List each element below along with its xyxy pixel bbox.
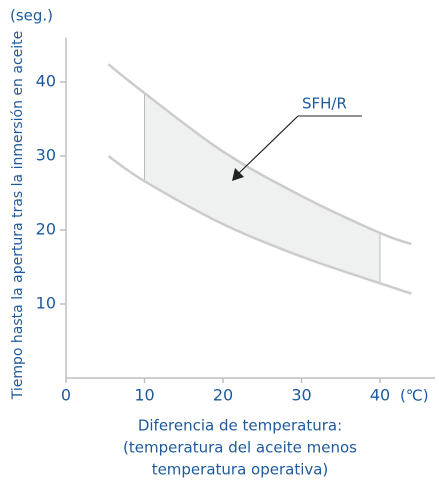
x-tick-label: 20 (213, 386, 233, 405)
y-tick-label: 30 (36, 146, 56, 165)
x-tick-label: 30 (291, 386, 311, 405)
x-tick-label: 40 (370, 386, 390, 405)
arrow-head (232, 168, 244, 181)
y-tick-label: 20 (36, 220, 56, 239)
x-unit: (℃) (400, 387, 429, 405)
x-axis-label: Diferencia de temperatura: (138, 417, 342, 435)
shaded-band (144, 93, 380, 284)
y-unit: (seg.) (10, 7, 53, 25)
curve (107, 63, 412, 246)
annotation-arrow (237, 115, 299, 175)
x-axis-label: temperatura operativa) (152, 461, 329, 479)
y-tick-label: 40 (36, 72, 56, 91)
y-tick-label: 10 (36, 294, 56, 313)
annotation: SFH/R (302, 95, 347, 113)
x-axis-label: (temperatura del aceite menos (123, 439, 357, 457)
y-axis-label: Tiempo hasta la apertura tras la inmersi… (10, 31, 26, 400)
x-tick-label: 0 (61, 386, 71, 405)
x-tick-label: 10 (134, 386, 154, 405)
curve (107, 154, 412, 295)
